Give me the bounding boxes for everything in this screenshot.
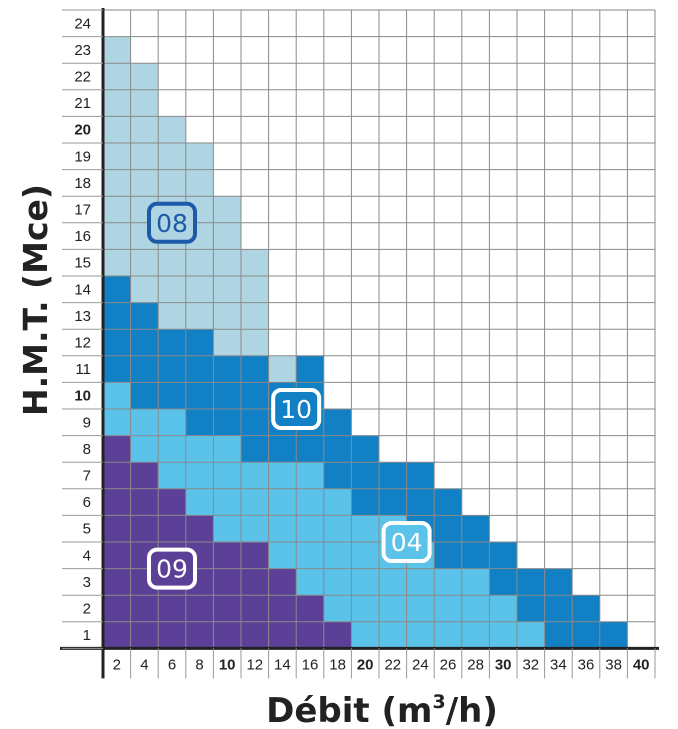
y-tick-18: 18 [74,175,91,192]
series-badge-label-08: 08 [156,209,188,238]
y-tick-10: 10 [74,388,91,405]
series-badge-04: 04 [381,521,432,563]
y-tick-17: 17 [74,202,91,219]
x-tick-2: 2 [113,656,121,673]
coverage-cells [103,36,628,649]
cell-10-h3-c15 [489,568,573,596]
x-tick-38: 38 [605,656,622,673]
y-tick-7: 7 [83,468,91,485]
x-tick-12: 12 [246,656,263,673]
cell-10-h11-c8 [296,355,324,383]
cell-08-h20-c1 [103,116,186,143]
cell-10-h4-c13 [434,542,517,569]
y-axis-title: H.M.T. (Mce) [16,184,55,416]
y-tick-2: 2 [83,601,91,618]
y-tick-22: 22 [74,69,91,86]
y-tick-21: 21 [74,95,91,112]
x-tick-34: 34 [550,656,567,673]
x-tick-10: 10 [219,656,236,673]
x-tick-32: 32 [522,656,539,673]
cell-04-h3-c8 [296,568,490,596]
cell-04-h5-c5 [213,515,407,542]
x-tick-16: 16 [302,656,319,673]
axes [60,8,659,679]
y-tick-14: 14 [74,281,91,298]
x-tick-labels: 2 4 6 8 10 12 14 16 18 20 22 24 26 28 30 32 34 36 38 40 [113,656,650,673]
cell-10-h8-c6 [241,435,379,463]
cell-10-h2-c16 [517,595,600,622]
y-tick-8: 8 [83,441,91,458]
cell-09-h1-c1 [103,621,352,649]
series-badge-label-09: 09 [156,555,188,584]
series-badge-label-04: 04 [391,528,423,557]
x-axis-title: Débit (m3/h) [266,691,498,729]
x-tick-20: 20 [357,656,374,673]
y-tick-1: 1 [83,627,91,644]
series-badge-09: 09 [147,547,197,590]
series-badges: 08 10 04 09 [147,201,432,590]
x-tick-8: 8 [195,656,203,673]
cell-08-h23-c1 [103,36,131,64]
x-tick-40: 40 [633,656,650,673]
series-badge-10: 10 [271,388,322,430]
cell-09-h8-c1 [103,435,131,463]
series-badge-box-09 [147,547,197,590]
y-tick-19: 19 [74,148,91,165]
y-tick-6: 6 [83,494,91,511]
y-tick-23: 23 [74,42,91,59]
x-tick-18: 18 [329,656,346,673]
y-tick-15: 15 [74,255,91,272]
x-axis-title-tail: /h) [446,691,498,729]
y-tick-11: 11 [75,361,91,378]
cell-04-h2-c9 [323,595,517,622]
series-badge-label-10: 10 [280,395,312,424]
x-axis-title-base: Débit (m [266,691,432,729]
x-tick-4: 4 [140,656,148,673]
y-tick-13: 13 [74,308,91,325]
x-tick-24: 24 [412,656,429,673]
grid-lines [102,9,656,649]
cell-04-h10-c1 [103,382,131,409]
x-tick-22: 22 [384,656,401,673]
series-badge-box-04 [381,521,432,563]
cell-10-h14-c1 [103,276,131,303]
cell-08-h14-c2 [130,276,269,303]
y-tick-5: 5 [83,521,91,538]
x-tick-26: 26 [440,656,457,673]
x-tick-14: 14 [274,656,291,673]
x-tick-28: 28 [467,656,484,673]
y-tick-16: 16 [74,228,91,245]
x-axis-title-superscript: 3 [432,691,445,713]
y-tick-4: 4 [83,547,91,564]
y-tick-20: 20 [74,122,91,139]
y-tick-3: 3 [83,574,91,591]
series-badge-08: 08 [147,201,197,244]
cell-09-h3-c1 [103,568,297,596]
cell-08-h11-c7 [268,355,297,383]
x-tick-6: 6 [168,656,176,673]
cell-04-h1-c10 [351,621,545,649]
y-tick-24: 24 [74,15,91,32]
y-tick-12: 12 [74,335,91,352]
series-badge-box-10 [271,388,322,430]
cell-04-h9-c1 [103,409,186,436]
x-tick-30: 30 [495,656,512,673]
y-tick-9: 9 [83,414,91,431]
x-tick-36: 36 [578,656,595,673]
cell-10-h1-c17 [544,621,628,649]
cell-09-h6-c1 [103,488,186,516]
series-badge-box-08 [147,201,197,244]
